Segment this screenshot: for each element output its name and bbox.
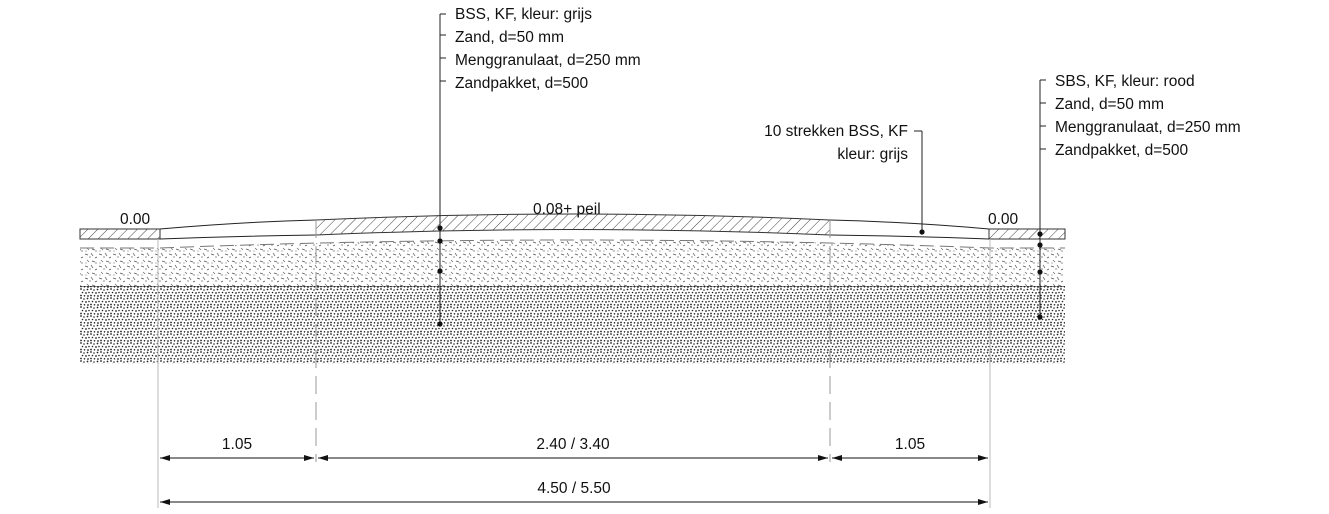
right-callout-line-1: SBS, KF, kleur: rood <box>1055 73 1195 90</box>
center-callout-line-2: Zand, d=50 mm <box>455 29 564 46</box>
gravel-layer <box>80 286 1065 364</box>
center-callout-line-1: BSS, KF, kleur: grijs <box>455 6 592 23</box>
strips-callout-line-1: 10 strekken BSS, KF <box>764 123 908 140</box>
level-center: 0.08+ peil <box>533 201 601 218</box>
right-callout-line-3: Menggranulaat, d=250 mm <box>1055 119 1241 136</box>
right-callout: SBS, KF, kleur: rood Zand, d=50 mm Mengg… <box>1037 73 1241 320</box>
dimension-lines <box>160 455 988 505</box>
sand-layer <box>80 240 1065 286</box>
center-callout-line-3: Menggranulaat, d=250 mm <box>455 52 641 69</box>
strips-callout: 10 strekken BSS, KF kleur: grijs <box>764 123 925 235</box>
center-callout-line-4: Zandpakket, d=500 <box>455 75 589 92</box>
center-callout: BSS, KF, kleur: grijs Zand, d=50 mm Meng… <box>437 6 641 327</box>
level-left: 0.00 <box>120 211 151 228</box>
dim-total: 4.50 / 5.50 <box>537 480 611 497</box>
strips-callout-line-2: kleur: grijs <box>837 146 908 163</box>
right-paving <box>988 228 1066 240</box>
right-callout-line-2: Zand, d=50 mm <box>1055 96 1164 113</box>
dim-right: 1.05 <box>895 436 925 453</box>
left-paving <box>79 228 161 240</box>
dim-left: 1.05 <box>222 436 252 453</box>
dim-middle: 2.40 / 3.40 <box>536 436 610 453</box>
right-callout-line-4: Zandpakket, d=500 <box>1055 142 1189 159</box>
level-right: 0.00 <box>988 211 1019 228</box>
